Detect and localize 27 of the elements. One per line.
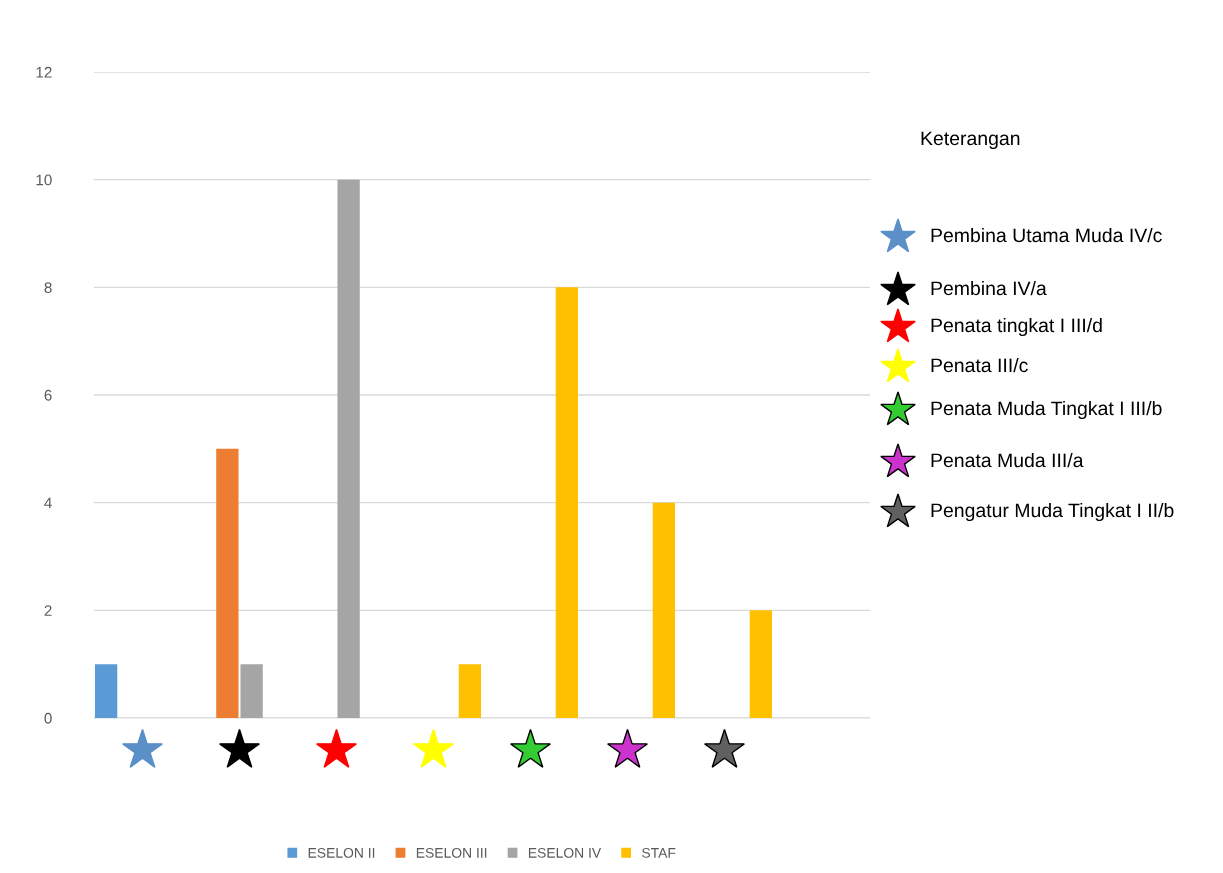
bar <box>337 179 360 718</box>
text: Keterangan <box>921 131 1020 150</box>
text: Pengatur Muda Tingkat I II/b <box>931 502 1174 522</box>
bar <box>216 448 239 718</box>
y-tick-label: 6 <box>44 389 52 401</box>
text: Penata tingkat I III/d <box>931 317 1102 337</box>
y-tick-label: 12 <box>36 66 52 78</box>
bar <box>555 287 579 718</box>
text: Pembina IV/a <box>931 280 1047 296</box>
y-tick-label: 0 <box>44 712 52 724</box>
legend-label: STAF <box>642 847 676 858</box>
legend-label: ESELON III <box>416 847 487 858</box>
bar <box>749 610 773 718</box>
y-tick-label: 10 <box>36 174 52 186</box>
bar <box>652 502 676 718</box>
bar <box>458 664 482 718</box>
legend-label: ESELON II <box>308 847 375 858</box>
text: Pembina Utama Muda IV/c <box>931 227 1162 243</box>
y-tick-label: 2 <box>44 605 52 616</box>
text: Penata Muda Tingkat I III/b <box>931 400 1162 420</box>
y-tick-label: 8 <box>44 282 52 294</box>
text: Penata Muda III/a <box>931 452 1084 468</box>
text: Penata III/c <box>931 357 1028 373</box>
bar <box>94 664 118 718</box>
bar <box>240 664 263 718</box>
legend-label: ESELON IV <box>528 847 602 858</box>
y-tick-label: 4 <box>44 497 52 509</box>
